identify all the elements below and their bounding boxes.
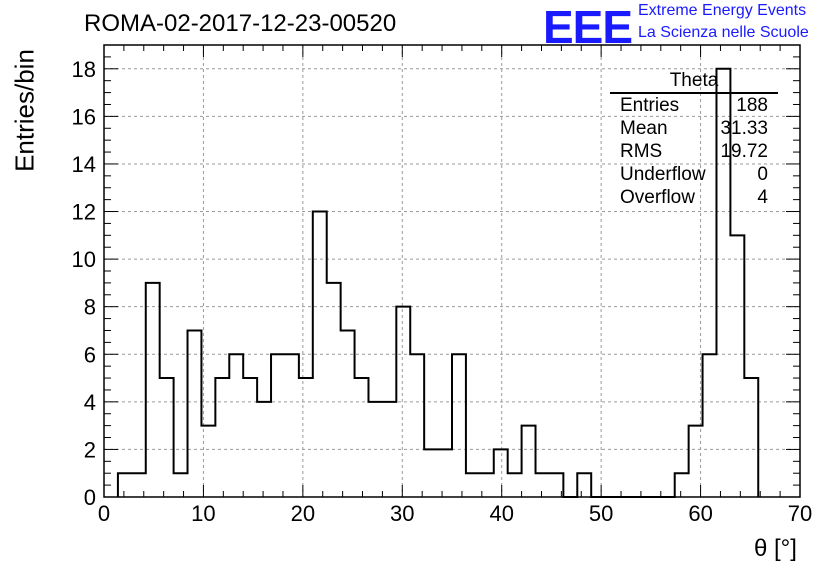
histogram-bin [368, 402, 382, 497]
y-tick-label: 12 [72, 200, 96, 225]
stats-value: 31.33 [720, 118, 768, 139]
histogram-bin [174, 473, 188, 497]
stats-box: Theta Entries 188 Mean 31.33 RMS 19.72 U… [610, 70, 778, 209]
y-tick-label: 16 [72, 104, 96, 129]
histogram-bin [522, 426, 536, 497]
histogram-bin [188, 330, 202, 497]
histogram-bin [549, 473, 563, 497]
x-tick-label: 0 [98, 501, 110, 526]
histogram-bin [146, 283, 160, 497]
histogram-bin [271, 354, 285, 497]
histogram-bin [438, 449, 452, 497]
histogram-bin [215, 378, 229, 497]
histogram-bin [730, 235, 744, 497]
histogram-bin [243, 378, 257, 497]
histogram-outline [116, 67, 760, 498]
histogram-bin [341, 330, 355, 497]
stats-row-mean: Mean 31.33 [610, 117, 778, 140]
stats-label: Mean [620, 118, 668, 139]
histogram-bin [118, 473, 132, 497]
stats-row-underflow: Underflow 0 [610, 163, 778, 186]
y-tick-label: 18 [72, 57, 96, 82]
histogram-bin [299, 378, 313, 497]
chart-title: ROMA-02-2017-12-23-00520 [84, 10, 397, 37]
y-tick-label: 0 [84, 485, 96, 510]
stats-value: 188 [736, 95, 768, 116]
histogram-bin [424, 449, 438, 497]
stats-label: Overflow [620, 187, 695, 208]
histogram-bin [355, 378, 369, 497]
x-tick-label: 10 [191, 501, 215, 526]
histogram-bin [396, 307, 410, 497]
histogram-bin [410, 354, 424, 497]
stats-value: 19.72 [720, 141, 768, 162]
stats-value: 4 [757, 187, 768, 208]
stats-row-entries: Entries 188 [610, 94, 778, 117]
histogram-bin [313, 212, 327, 497]
histogram-bin [744, 378, 758, 497]
x-axis-label: θ [°] [754, 535, 797, 562]
logo-text-line2: La Scienza nelle Scuole [638, 24, 809, 41]
x-tick-label: 70 [788, 501, 812, 526]
y-tick-label: 2 [84, 437, 96, 462]
histogram-bin [508, 473, 522, 497]
histogram-bin [229, 354, 243, 497]
histogram-bin [689, 426, 703, 497]
histogram-bin [703, 354, 717, 497]
histogram-bin [466, 473, 480, 497]
stats-title: Theta [610, 70, 778, 94]
histogram-bin [382, 402, 396, 497]
histogram-bin [257, 402, 271, 497]
y-tick-label: 6 [84, 342, 96, 367]
histogram-bin [201, 426, 215, 497]
eee-logo: EEE [543, 1, 633, 53]
histogram-bin [675, 473, 689, 497]
y-axis-label: Entries/bin [9, 49, 40, 172]
x-tick-label: 30 [390, 501, 414, 526]
histogram-bin [494, 449, 508, 497]
stats-row-rms: RMS 19.72 [610, 140, 778, 163]
histogram-bin [132, 473, 146, 497]
stats-row-overflow: Overflow 4 [610, 186, 778, 209]
stats-label: Entries [620, 95, 680, 116]
y-tick-label: 10 [72, 247, 96, 272]
y-tick-label: 8 [84, 295, 96, 320]
histogram-bin [577, 473, 591, 497]
histogram-bin [327, 283, 341, 497]
y-tick-label: 14 [72, 152, 96, 177]
x-tick-label: 40 [489, 501, 513, 526]
stats-label: RMS [620, 141, 663, 162]
histogram-bin [480, 473, 494, 497]
x-tick-label: 20 [291, 501, 315, 526]
histogram-bin [536, 473, 550, 497]
x-tick-label: 50 [589, 501, 613, 526]
histogram-bin [160, 378, 174, 497]
histogram-bin [452, 354, 466, 497]
stats-value: 0 [757, 164, 768, 185]
y-tick-label: 4 [84, 390, 96, 415]
logo-text-line1: Extreme Energy Events [638, 2, 807, 19]
stats-label: Underflow [620, 164, 706, 185]
x-tick-label: 60 [688, 501, 712, 526]
histogram-bin [285, 354, 299, 497]
